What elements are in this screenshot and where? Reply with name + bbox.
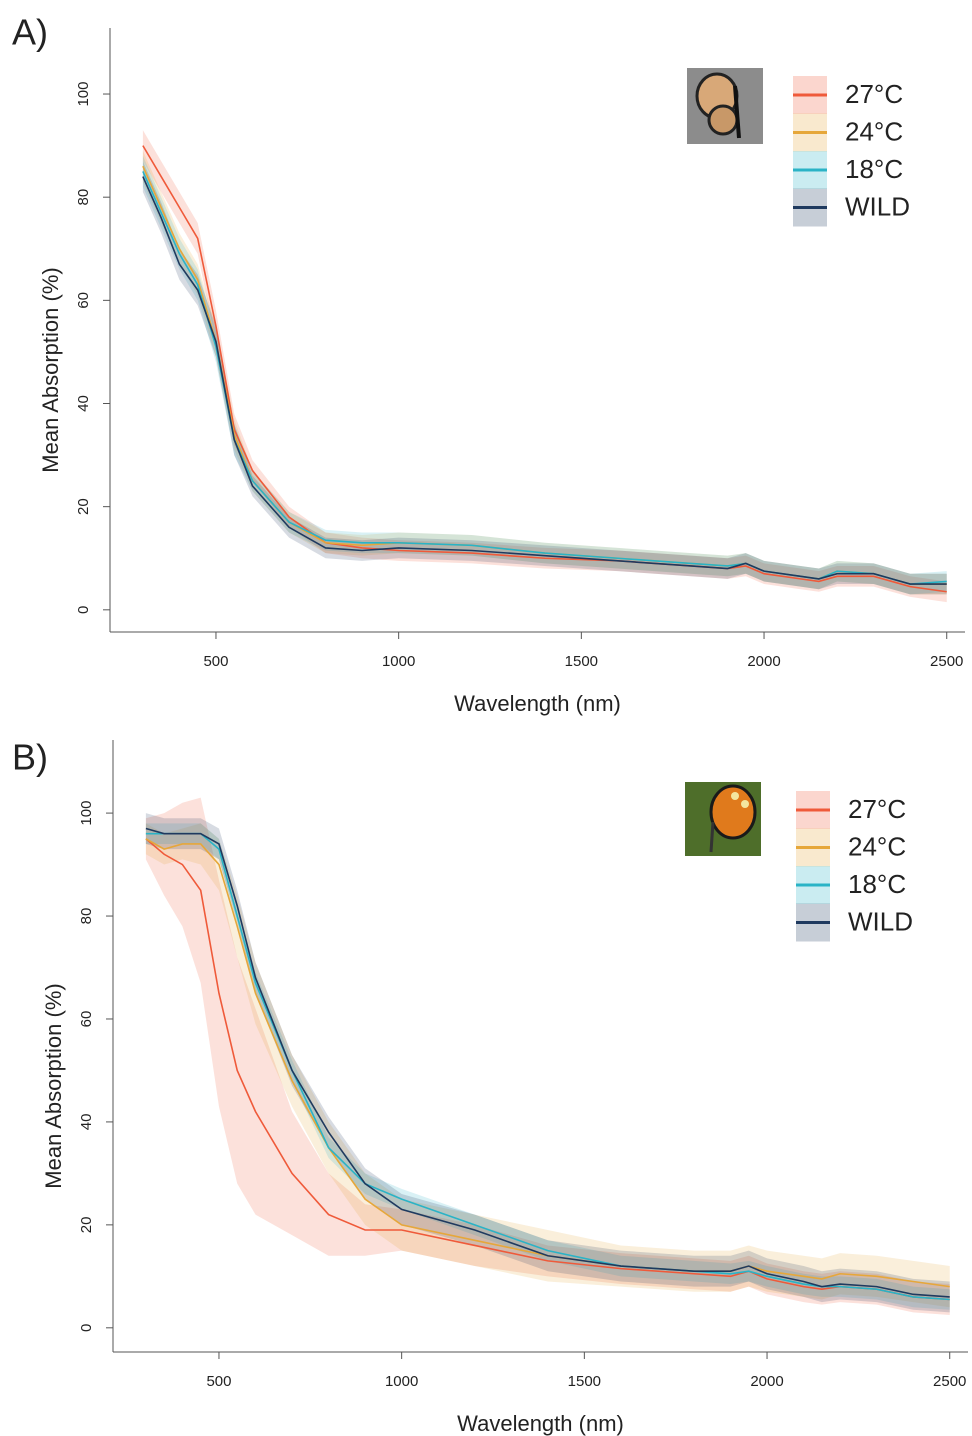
x-tick-label: 2500 xyxy=(933,1373,966,1390)
y-axis-title: Mean Absorption (%) xyxy=(38,267,63,472)
y-tick-label: 0 xyxy=(78,1324,95,1332)
legend-label: 18°C xyxy=(845,154,903,184)
panel-label: A) xyxy=(12,12,48,53)
y-tick-label: 20 xyxy=(78,1217,95,1234)
error-band xyxy=(145,823,950,1310)
panel-label: B) xyxy=(12,737,48,778)
y-tick-label: 80 xyxy=(78,908,95,925)
legend-label: 27°C xyxy=(848,794,906,824)
butterfly-icon-b xyxy=(685,782,761,856)
legend-label: WILD xyxy=(845,191,910,221)
series-line xyxy=(142,176,947,585)
x-tick-label: 1000 xyxy=(382,653,415,670)
y-tick-label: 100 xyxy=(78,801,95,826)
series-line xyxy=(142,145,947,593)
legend-label: WILD xyxy=(848,906,913,936)
y-tick-label: 100 xyxy=(75,82,92,107)
x-tick-label: 1000 xyxy=(385,1373,418,1390)
y-tick-label: 80 xyxy=(75,189,92,206)
x-axis-title: Wavelength (nm) xyxy=(457,1411,624,1436)
y-tick-label: 20 xyxy=(75,498,92,515)
x-tick-label: 2000 xyxy=(747,653,780,670)
legend-label: 24°C xyxy=(845,116,903,146)
y-tick-label: 40 xyxy=(75,395,92,412)
x-tick-label: 500 xyxy=(206,1373,231,1390)
y-tick-label: 40 xyxy=(78,1114,95,1131)
error-band xyxy=(145,823,950,1308)
y-tick-label: 60 xyxy=(78,1011,95,1028)
legend-label: 24°C xyxy=(848,831,906,861)
legend-label: 18°C xyxy=(848,869,906,899)
x-tick-label: 2000 xyxy=(750,1373,783,1390)
series-line xyxy=(142,171,947,585)
x-axis-title: Wavelength (nm) xyxy=(454,691,621,716)
y-tick-label: 60 xyxy=(75,292,92,309)
butterfly-icon-a xyxy=(687,68,763,144)
x-tick-label: 500 xyxy=(203,653,228,670)
x-tick-label: 1500 xyxy=(568,1373,601,1390)
x-tick-label: 2500 xyxy=(930,653,963,670)
series-line xyxy=(145,838,950,1288)
legend-label: 27°C xyxy=(845,79,903,109)
y-axis-title: Mean Absorption (%) xyxy=(41,983,66,1188)
series-line xyxy=(145,838,950,1301)
error-band xyxy=(145,813,950,1313)
series-line xyxy=(145,827,950,1298)
x-tick-label: 1500 xyxy=(565,653,598,670)
y-tick-label: 0 xyxy=(75,606,92,614)
series-line xyxy=(142,165,947,585)
